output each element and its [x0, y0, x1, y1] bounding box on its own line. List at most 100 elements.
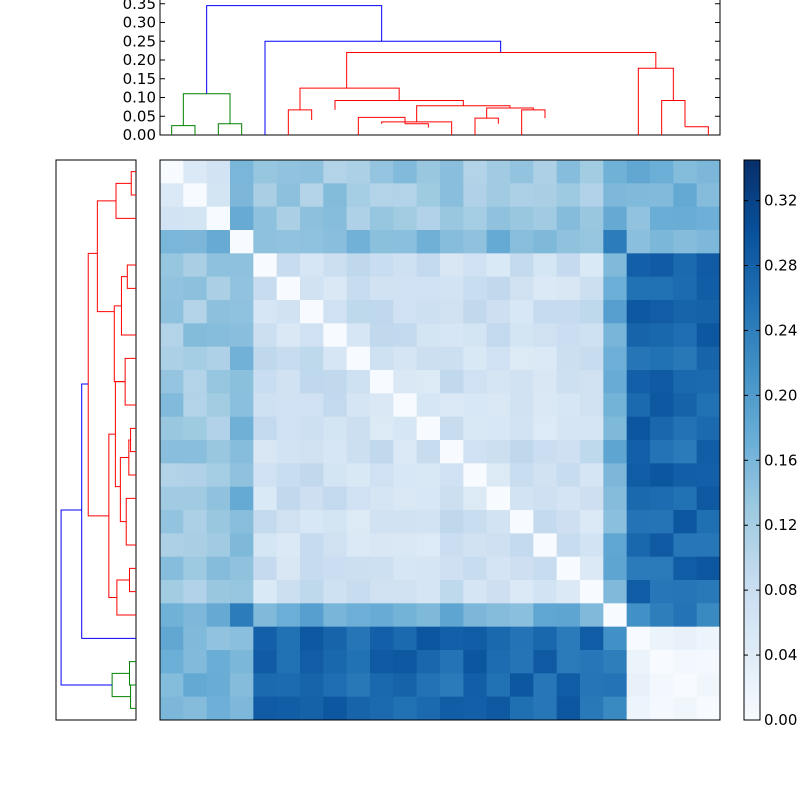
heatmap-cell [510, 183, 534, 208]
heatmap-cell [323, 346, 348, 371]
heatmap-cell [440, 393, 464, 418]
colorbar-segment [744, 684, 760, 689]
heatmap-cell [603, 673, 628, 698]
heatmap-cell [603, 276, 628, 301]
top-dendrogram-link [405, 123, 429, 128]
heatmap-cell [160, 393, 184, 418]
colorbar-tick-label: 0.16 [764, 451, 797, 469]
heatmap-cell [253, 440, 278, 464]
heatmap-cell [393, 580, 418, 604]
heatmap-cell [416, 580, 441, 604]
heatmap-cell [556, 323, 581, 348]
left-dendrogram-link [125, 497, 136, 546]
heatmap-cell [183, 580, 208, 604]
heatmap-cell [253, 323, 278, 348]
heatmap-cell [626, 370, 651, 394]
heatmap-cell [510, 673, 534, 698]
heatmap-cell [463, 533, 488, 558]
heatmap-cell [580, 230, 604, 254]
heatmap-cell [206, 580, 231, 604]
colorbar-segment [744, 620, 760, 625]
heatmap-cell [533, 556, 558, 581]
heatmap-cell [416, 626, 441, 651]
heatmap-cell [160, 276, 184, 301]
heatmap-cell [276, 230, 301, 254]
heatmap-cell [510, 650, 534, 674]
heatmap-cell [206, 300, 231, 324]
colorbar-segment [744, 636, 760, 641]
top-dendrogram-link [206, 5, 383, 94]
heatmap-cell [440, 533, 464, 558]
heatmap-cell [160, 580, 184, 604]
heatmap-cell [323, 323, 348, 348]
heatmap-cell [393, 276, 418, 301]
colorbar-segment [744, 224, 760, 229]
heatmap-cell [463, 230, 488, 254]
heatmap-cell [510, 230, 534, 254]
top-dendrogram-link [346, 52, 657, 89]
heatmap-cell [183, 300, 208, 324]
colorbar-segment [744, 308, 760, 313]
heatmap-cell [556, 603, 581, 628]
heatmap-cell [440, 300, 464, 324]
colorbar-segment [744, 588, 760, 593]
heatmap-cell [510, 533, 534, 558]
heatmap-cell [696, 673, 721, 698]
heatmap-cell [346, 206, 371, 231]
heatmap-cell [230, 533, 254, 558]
heatmap-cell [323, 673, 348, 698]
top-dendrogram-link [521, 109, 546, 135]
heatmap-cell [603, 580, 628, 604]
top-dendrogram-link [357, 116, 406, 135]
heatmap-cell [253, 463, 278, 488]
heatmap-cell [206, 346, 231, 371]
heatmap-cell [510, 463, 534, 488]
heatmap-cell [533, 230, 558, 254]
top-dendrogram-link [217, 123, 243, 135]
heatmap-cell [673, 650, 698, 674]
heatmap-cell [160, 673, 184, 698]
heatmap-cell [416, 533, 441, 558]
colorbar-tick-label: 0.12 [764, 516, 797, 534]
heatmap-cell [510, 696, 534, 721]
colorbar-segment [744, 552, 760, 557]
heatmap-cell [346, 183, 371, 208]
heatmap-cell [346, 626, 371, 651]
heatmap-cell [533, 673, 558, 698]
colorbar-segment [744, 404, 760, 409]
heatmap-cell [533, 300, 558, 324]
colorbar-segment [744, 392, 760, 397]
heatmap-cell [650, 416, 674, 441]
heatmap-cell [206, 416, 231, 441]
y-tick-label: 0.25 [123, 32, 156, 50]
heatmap-cell [300, 183, 324, 208]
heatmap-cell [323, 416, 348, 441]
heatmap-cell [300, 276, 324, 301]
heatmap-cell [230, 440, 254, 464]
heatmap-cell [673, 370, 698, 394]
colorbar-segment [744, 700, 760, 705]
colorbar-segment [744, 664, 760, 669]
colorbar-segment [744, 320, 760, 325]
colorbar-segment [744, 280, 760, 285]
colorbar-segment [744, 236, 760, 241]
heatmap-cell [463, 673, 488, 698]
heatmap-cell [463, 463, 488, 488]
heatmap-cell [556, 696, 581, 721]
heatmap-cell [253, 253, 278, 278]
heatmap-cell [626, 346, 651, 371]
heatmap-cell [556, 160, 581, 184]
heatmap-cell [650, 673, 674, 698]
heatmap-cell [463, 650, 488, 674]
heatmap-cell [673, 533, 698, 558]
heatmap-cell [626, 440, 651, 464]
heatmap-cell [580, 323, 604, 348]
heatmap-cell [416, 696, 441, 721]
heatmap-cell [300, 346, 324, 371]
heatmap-cell [370, 463, 394, 488]
heatmap-cell [533, 650, 558, 674]
heatmap-cell [603, 253, 628, 278]
heatmap-cell [183, 463, 208, 488]
heatmap-cell [323, 650, 348, 674]
heatmap-cell [230, 183, 254, 208]
